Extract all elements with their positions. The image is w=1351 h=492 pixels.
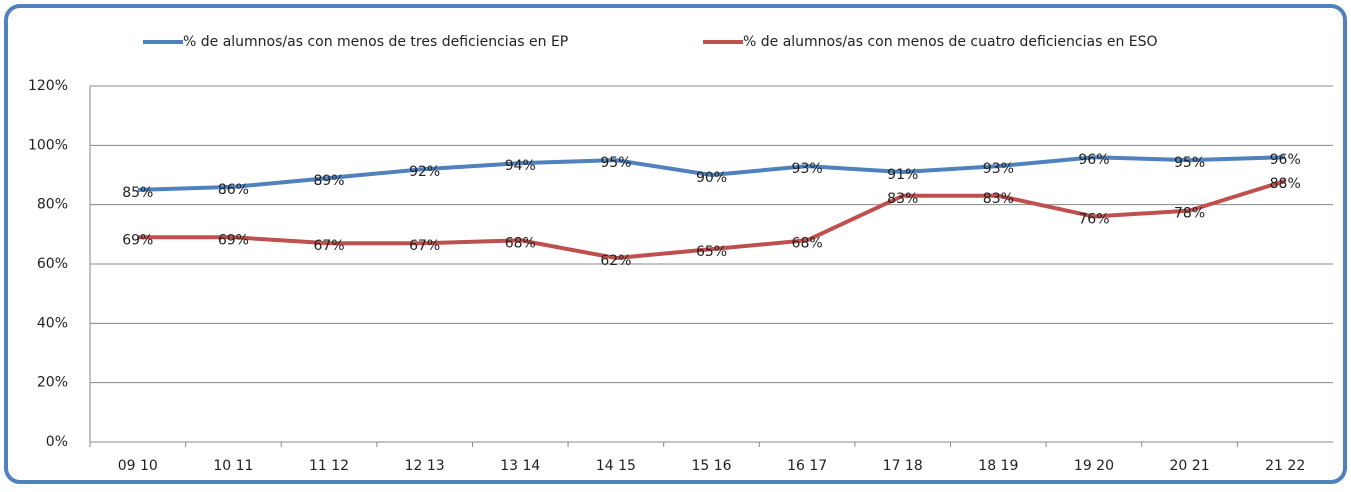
x-tick-label: 14 15 [596, 458, 636, 474]
data-label: 68% [792, 235, 823, 251]
x-tick-label: 10 11 [213, 458, 253, 474]
data-label: 65% [696, 244, 727, 260]
x-tick-label: 17 18 [883, 458, 923, 474]
data-label: 93% [983, 161, 1014, 177]
y-tick-label: 100% [28, 137, 68, 153]
legend-label: % de alumnos/as con menos de tres defici… [183, 34, 568, 50]
x-tick-label: 19 20 [1074, 458, 1114, 474]
data-label: 69% [218, 232, 249, 248]
data-label: 95% [600, 155, 631, 171]
data-label: 91% [887, 167, 918, 183]
x-tick-label: 12 13 [405, 458, 445, 474]
x-tick-label: 18 19 [978, 458, 1018, 474]
legend-label: % de alumnos/as con menos de cuatro defi… [743, 34, 1158, 50]
data-label: 94% [505, 158, 536, 174]
data-label: 93% [792, 161, 823, 177]
data-label: 69% [122, 232, 153, 248]
data-label: 83% [983, 191, 1014, 207]
x-tick-label: 16 17 [787, 458, 827, 474]
data-label: 68% [505, 235, 536, 251]
data-label: 86% [218, 182, 249, 198]
data-label: 90% [696, 170, 727, 186]
data-label: 89% [313, 173, 344, 189]
y-tick-label: 40% [37, 315, 68, 331]
x-tick-label: 11 12 [309, 458, 349, 474]
data-label: 85% [122, 185, 153, 201]
x-tick-label: 15 16 [691, 458, 731, 474]
data-label: 95% [1174, 155, 1205, 171]
data-label: 88% [1270, 176, 1301, 192]
data-label: 92% [409, 164, 440, 180]
data-label: 62% [600, 253, 631, 269]
data-label: 83% [887, 191, 918, 207]
data-label: 96% [1270, 152, 1301, 168]
chart-frame [4, 4, 1347, 484]
y-tick-label: 120% [28, 78, 68, 94]
data-label: 67% [409, 238, 440, 254]
x-tick-label: 13 14 [500, 458, 540, 474]
data-label: 67% [313, 238, 344, 254]
data-label: 78% [1174, 206, 1205, 222]
series-line [137, 179, 1286, 261]
y-tick-label: 0% [46, 434, 68, 450]
y-tick-label: 60% [37, 256, 68, 272]
series-line [137, 155, 1286, 192]
y-tick-label: 80% [37, 197, 68, 213]
x-tick-label: 09 10 [118, 458, 158, 474]
y-tick-label: 20% [37, 375, 68, 391]
x-tick-label: 20 21 [1170, 458, 1210, 474]
x-tick-label: 21 22 [1265, 458, 1305, 474]
data-label: 96% [1078, 152, 1109, 168]
data-label: 76% [1078, 212, 1109, 228]
